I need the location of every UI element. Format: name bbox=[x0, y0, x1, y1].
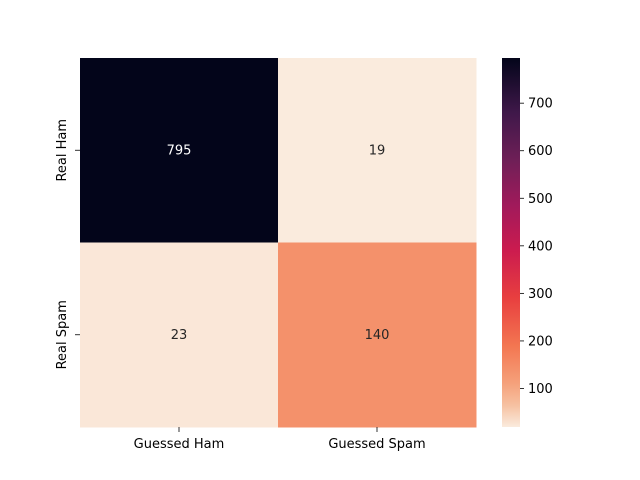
x-tick-label: Guessed Spam bbox=[328, 437, 425, 452]
x-tick-label: Guessed Ham bbox=[134, 437, 225, 452]
cell-value-label: 23 bbox=[171, 328, 188, 343]
heatmap-annotations: 795 19 23 140 bbox=[167, 143, 390, 343]
heatmap-cells bbox=[80, 58, 477, 428]
heatmap-cell bbox=[278, 242, 477, 428]
colorbar-tick-label: 500 bbox=[528, 192, 553, 207]
heatmap-cell bbox=[80, 58, 279, 243]
y-tick-label: Real Spam bbox=[55, 300, 70, 369]
colorbar-tick-label: 300 bbox=[528, 287, 553, 302]
cell-value-label: 19 bbox=[369, 143, 386, 158]
colorbar-tick-label: 600 bbox=[528, 144, 553, 159]
colorbar-tick-label: 700 bbox=[528, 97, 553, 112]
colorbar bbox=[502, 58, 520, 427]
cell-value-label: 140 bbox=[365, 328, 390, 343]
y-tick-label: Real Ham bbox=[55, 119, 70, 182]
colorbar-axis: 100 200 300 400 500 600 700 bbox=[520, 97, 553, 397]
heatmap-cell bbox=[80, 242, 279, 428]
x-axis: Guessed Ham Guessed Spam bbox=[134, 427, 426, 452]
colorbar-tick-label: 400 bbox=[528, 239, 553, 254]
y-axis: Real Ham Real Spam bbox=[55, 119, 80, 369]
cell-value-label: 795 bbox=[167, 143, 192, 158]
colorbar-tick-label: 200 bbox=[528, 334, 553, 349]
colorbar-tick-label: 100 bbox=[528, 382, 553, 397]
heatmap-cell bbox=[278, 58, 477, 243]
